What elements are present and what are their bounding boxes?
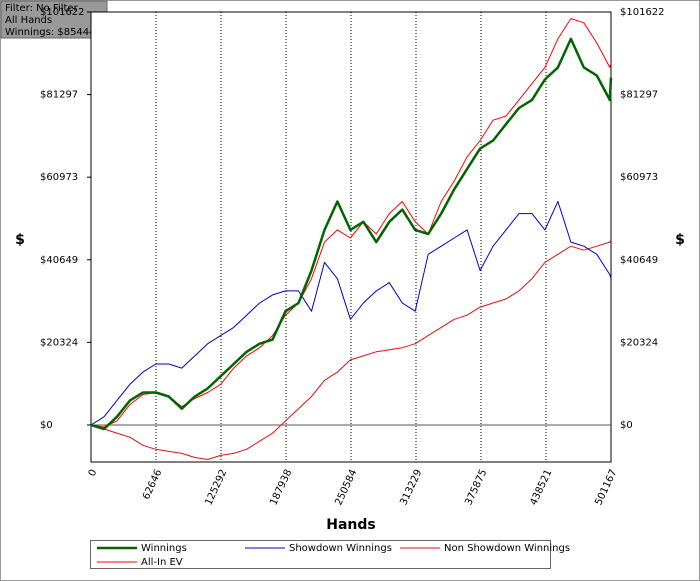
- legend-label: All-In EV: [141, 557, 183, 568]
- series-line: [90, 201, 612, 426]
- info-line: Winnings: $85444.54: [5, 27, 111, 38]
- info-line: All Hands: [5, 15, 52, 26]
- y2-tick-label: $60973: [620, 172, 658, 183]
- series-line: [90, 239, 612, 460]
- x-tick-label: 0: [87, 468, 100, 478]
- y2-tick-label: $0: [620, 420, 633, 431]
- info-line: Filter: No Filter: [5, 3, 79, 14]
- y-tick-label: $0: [40, 420, 53, 431]
- y-tick-label: $40649: [40, 255, 78, 266]
- y-axis-label: $: [15, 232, 25, 248]
- legend-label: Showdown Winnings: [289, 543, 392, 554]
- y2-axis-label: $: [675, 232, 685, 248]
- y-tick-label: $60973: [40, 172, 78, 183]
- legend-label: Winnings: [141, 543, 187, 554]
- series-line: [90, 37, 613, 431]
- legend-label: Non Showdown Winnings: [444, 543, 570, 554]
- y2-tick-label: $20324: [620, 337, 658, 348]
- info-box: [0, 0, 108, 39]
- legend: [90, 540, 551, 569]
- y2-tick-label: $81297: [620, 90, 658, 101]
- y-tick-label: $20324: [40, 337, 78, 348]
- x-axis-label: Hands: [326, 517, 376, 533]
- y-tick-label: $101622: [40, 7, 85, 18]
- y-tick-label: $81297: [40, 90, 78, 101]
- y2-tick-label: $40649: [620, 255, 658, 266]
- y2-tick-label: $101622: [620, 7, 665, 18]
